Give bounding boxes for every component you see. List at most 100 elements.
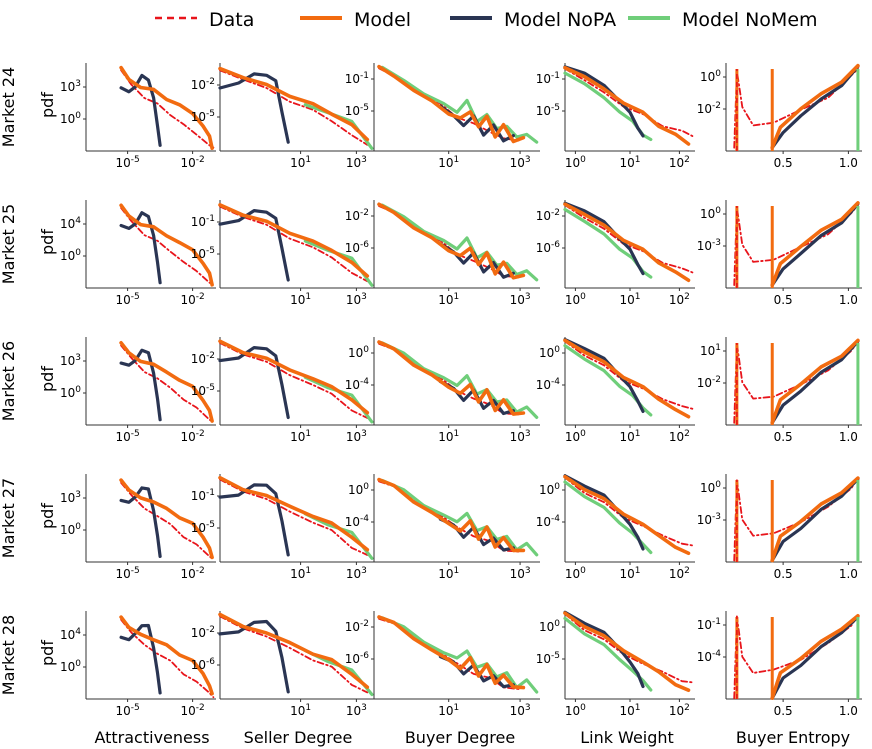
panel-market-25-buyer-degree: 10-2 10-6 101 103 bbox=[345, 200, 540, 307]
legend-label-data: Data bbox=[209, 9, 254, 31]
series-nopa-line bbox=[119, 211, 162, 285]
series-model-line bbox=[770, 63, 860, 150]
series-data-line bbox=[120, 344, 215, 423]
y-tick-label: 104 bbox=[60, 216, 81, 231]
y-tick-label: 10-5 bbox=[536, 103, 560, 118]
series-model-line bbox=[218, 339, 370, 415]
y-tick-label: 100 bbox=[60, 111, 81, 126]
y-tick-label: 10-2 bbox=[345, 208, 369, 223]
x-tick-label: 0.5 bbox=[774, 704, 793, 718]
panel-market-26-seller-degree: 10-2 10-5 101 103 bbox=[191, 337, 375, 444]
y-tick-label: 10-5 bbox=[191, 520, 215, 535]
series-nopa-line bbox=[119, 486, 162, 558]
series-data-line bbox=[120, 69, 215, 149]
y-axis-label-pdf: pdf bbox=[38, 366, 57, 392]
y-tick-label: 10-2 bbox=[191, 77, 215, 92]
x-tick-label: 102 bbox=[669, 292, 690, 307]
series-nomem-line bbox=[563, 480, 653, 555]
y-tick-label: 10-2 bbox=[191, 625, 215, 640]
x-tick-label: 100 bbox=[565, 155, 586, 170]
legend-entry-model: Model bbox=[300, 9, 411, 31]
y-tick-label: 103 bbox=[60, 353, 81, 368]
y-tick-label: 10-1 bbox=[536, 71, 560, 86]
x-tick-label: 103 bbox=[510, 292, 531, 307]
y-tick-label: 10-3 bbox=[697, 512, 721, 527]
series-nopa-line bbox=[770, 202, 860, 287]
series-model-line bbox=[119, 203, 214, 287]
x-tick-label: 103 bbox=[346, 155, 367, 170]
x-tick-label: 101 bbox=[290, 292, 311, 307]
panel-market-24-buyer-entropy: 100 10-2 0.5 1.0 bbox=[697, 63, 862, 170]
y-tick-label: 10-2 bbox=[697, 101, 721, 116]
series-nopa-line bbox=[563, 65, 645, 138]
x-tick-label: 100 bbox=[565, 429, 586, 444]
series-nopa-line bbox=[770, 477, 860, 563]
panel-market-28-attractiveness: 104 100 10-5 10-2 bbox=[60, 611, 216, 718]
panel-market-26-attractiveness: 103 100 10-5 10-2 bbox=[60, 337, 216, 444]
y-axis-label-pdf: pdf bbox=[38, 229, 57, 255]
x-tick-label: 101 bbox=[619, 566, 640, 581]
series-data-line bbox=[219, 478, 369, 556]
y-tick-label: 100 bbox=[348, 345, 369, 360]
series-nopa-line bbox=[770, 339, 860, 425]
y-tick-label: 10-3 bbox=[697, 238, 721, 253]
column-label-seller-degree: Seller Degree bbox=[244, 728, 353, 747]
series-model-line bbox=[218, 475, 370, 552]
series-nomem-line bbox=[380, 616, 539, 694]
series-nopa-line bbox=[218, 483, 290, 557]
legend-label-model-nomem: Model NoMem bbox=[682, 9, 818, 31]
y-tick-label: 10-1 bbox=[697, 617, 721, 632]
y-tick-label: 100 bbox=[539, 345, 560, 360]
x-tick-label: 1.0 bbox=[839, 293, 858, 307]
y-tick-label: 10-2 bbox=[191, 351, 215, 366]
x-tick-label: 100 bbox=[565, 566, 586, 581]
x-tick-label: 0.5 bbox=[774, 156, 793, 170]
x-tick-label: 0.5 bbox=[774, 567, 793, 581]
y-tick-label: 103 bbox=[60, 490, 81, 505]
y-tick-label: 10-5 bbox=[191, 109, 215, 124]
x-tick-label: 103 bbox=[510, 566, 531, 581]
x-tick-label: 103 bbox=[346, 429, 367, 444]
y-tick-label: 100 bbox=[348, 482, 369, 497]
series-nopa-line bbox=[770, 615, 860, 700]
x-tick-label: 10-5 bbox=[115, 703, 139, 718]
x-tick-label: 10-2 bbox=[180, 155, 204, 170]
panel-market-26-buyer-entropy: 101 10-2 0.5 1.0 bbox=[697, 337, 862, 444]
y-tick-label: 103 bbox=[60, 79, 81, 94]
series-data-line bbox=[120, 207, 215, 286]
row-labels: Market 24 pdf Market 25 pdf Market 26 pdf Mark… bbox=[0, 67, 57, 695]
x-tick-label: 103 bbox=[510, 155, 531, 170]
series-model-line bbox=[218, 66, 370, 142]
x-tick-label: 102 bbox=[669, 703, 690, 718]
x-tick-label: 101 bbox=[290, 155, 311, 170]
y-tick-label: 10-5 bbox=[191, 246, 215, 261]
y-tick-label: 100 bbox=[60, 248, 81, 263]
series-data-line bbox=[120, 481, 215, 561]
panel-market-28-link-weight: 100 10-5 100 101 102 bbox=[536, 610, 695, 718]
x-tick-label: 10-5 bbox=[115, 429, 139, 444]
series-model-line bbox=[563, 338, 691, 419]
x-tick-label: 101 bbox=[619, 703, 640, 718]
x-tick-label: 101 bbox=[619, 429, 640, 444]
series-nomem-line bbox=[380, 341, 539, 419]
x-tick-label: 101 bbox=[438, 429, 459, 444]
series-model-line bbox=[563, 66, 691, 146]
series-model-line bbox=[218, 203, 370, 278]
panel-market-25-attractiveness: 104 100 10-5 10-2 bbox=[60, 200, 216, 307]
series-model-line bbox=[563, 202, 691, 283]
y-tick-label: 10-4 bbox=[345, 377, 370, 392]
column-label-attractiveness: Attractiveness bbox=[94, 728, 209, 747]
x-tick-label: 101 bbox=[290, 566, 311, 581]
series-nopa-line bbox=[218, 209, 290, 282]
series-data-line bbox=[219, 69, 369, 146]
series-data-line bbox=[564, 204, 694, 274]
x-tick-label: 1.0 bbox=[839, 156, 858, 170]
y-tick-label: 10-2 bbox=[697, 375, 721, 390]
series-model-line bbox=[377, 477, 526, 553]
series-nomem-line bbox=[380, 478, 539, 557]
panel-market-25-seller-degree: 10-1 10-5 101 103 bbox=[191, 200, 375, 307]
y-tick-label: 100 bbox=[60, 522, 81, 537]
y-tick-label: 10-1 bbox=[191, 214, 215, 229]
x-tick-label: 10-2 bbox=[180, 292, 204, 307]
